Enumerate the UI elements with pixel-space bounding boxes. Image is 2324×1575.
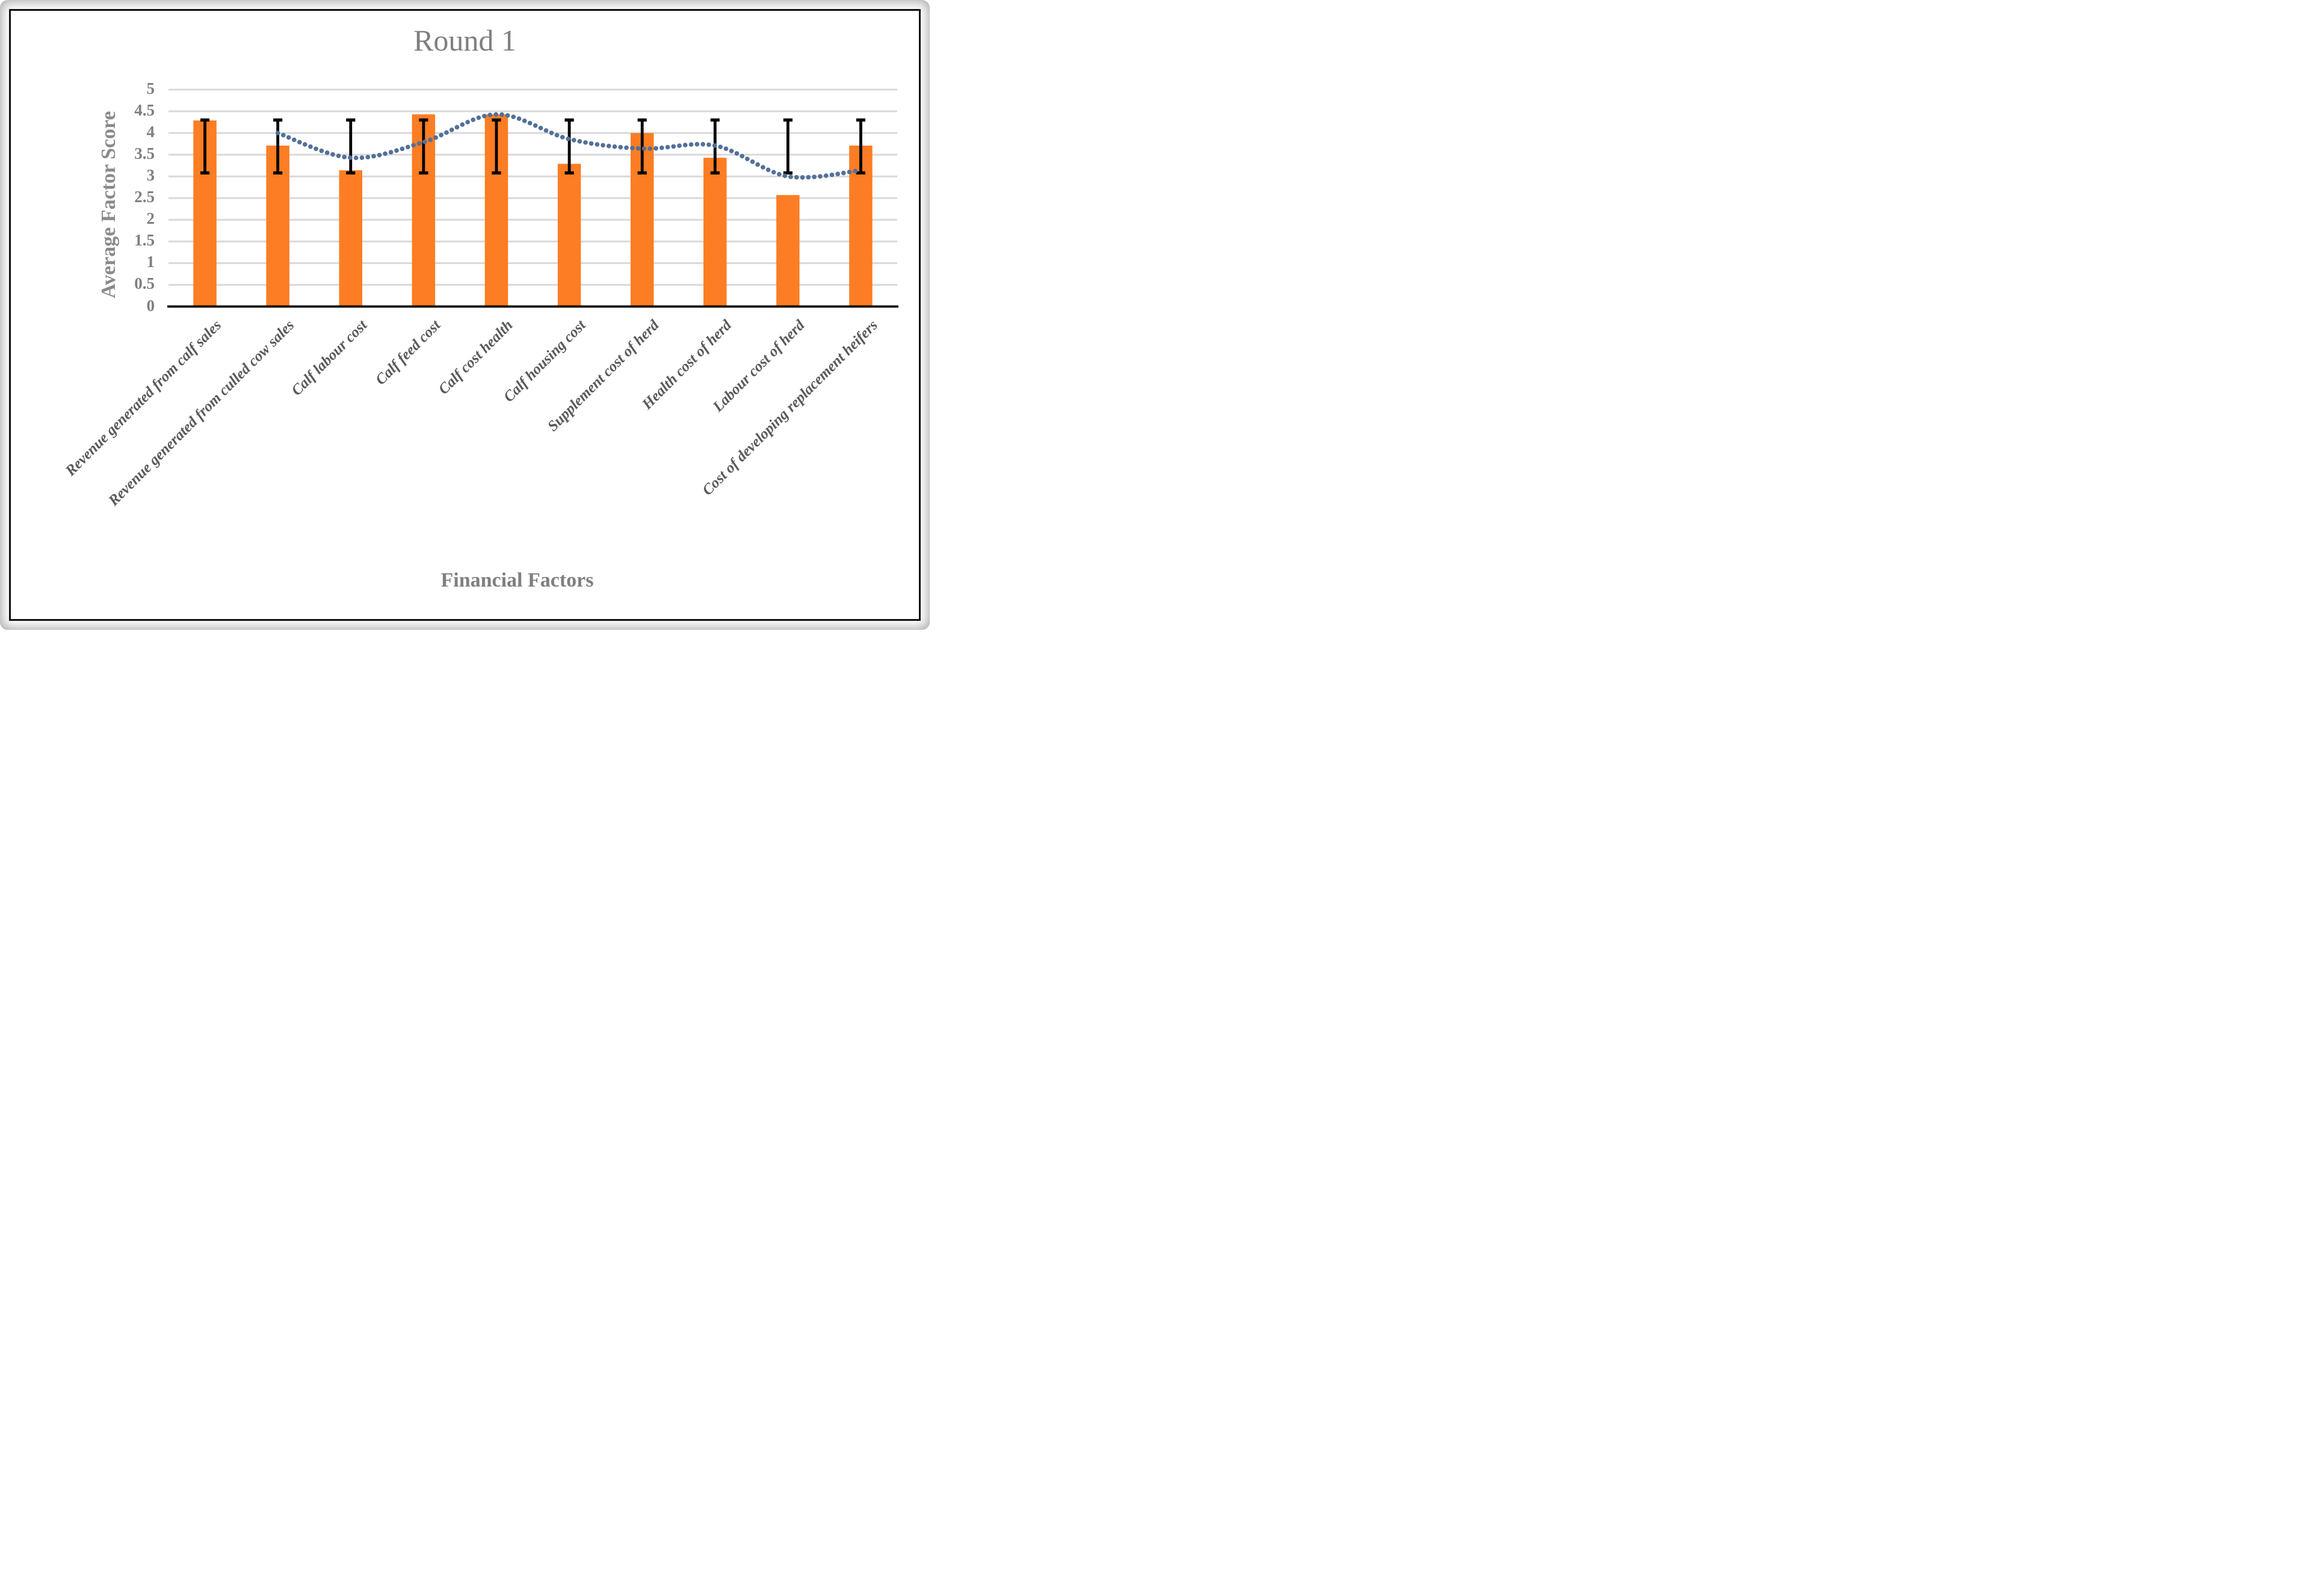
- error-bar-cap: [346, 171, 356, 175]
- dotted-trend-line: [275, 112, 864, 180]
- error-bar-cap: [564, 171, 574, 175]
- error-bar-cap: [637, 118, 647, 122]
- y-tick-label: 2: [146, 209, 155, 228]
- y-tick-label: 5: [146, 79, 155, 97]
- x-axis-title: Financial Factors: [440, 569, 594, 591]
- error-bar-cap: [273, 118, 283, 122]
- y-tick-label: 3: [146, 166, 155, 185]
- chart-title: Round 1: [413, 23, 516, 57]
- error-bar-cap: [200, 171, 210, 175]
- screenshot-root: { "title": "Round 1", "y_axis": { "title…: [0, 0, 930, 630]
- error-bar-cap: [200, 118, 210, 122]
- bar: [339, 170, 362, 307]
- y-tick-label: 0.5: [134, 274, 155, 293]
- error-bar-cap: [419, 171, 428, 175]
- bar: [703, 158, 727, 307]
- error-bar-cap: [856, 118, 866, 122]
- error-bar-cap: [710, 171, 720, 175]
- error-bar-cap: [419, 118, 428, 122]
- bar: [776, 195, 800, 307]
- y-axis-title: Average Factor Score: [97, 111, 120, 298]
- bar: [557, 164, 581, 307]
- y-tick-label: 1: [146, 253, 155, 271]
- error-bar-cap: [273, 171, 283, 175]
- chart-plot-svg: [167, 88, 898, 308]
- error-bar-cap: [346, 118, 356, 122]
- y-tick-label: 4.5: [134, 101, 155, 120]
- error-bar-cap: [564, 118, 574, 122]
- error-bar-cap: [710, 118, 720, 122]
- y-tick-label: 2.5: [134, 188, 155, 206]
- error-bar-cap: [783, 171, 793, 175]
- y-tick-label: 1.5: [134, 231, 155, 250]
- error-bar-cap: [492, 171, 501, 175]
- error-bar-cap: [856, 171, 866, 175]
- error-bar-cap: [783, 118, 793, 122]
- y-tick-label: 4: [146, 123, 155, 141]
- error-bar-cap: [492, 118, 501, 122]
- y-tick-label: 0: [146, 296, 155, 315]
- y-tick-label: 3.5: [134, 144, 155, 163]
- error-bar-cap: [637, 171, 647, 175]
